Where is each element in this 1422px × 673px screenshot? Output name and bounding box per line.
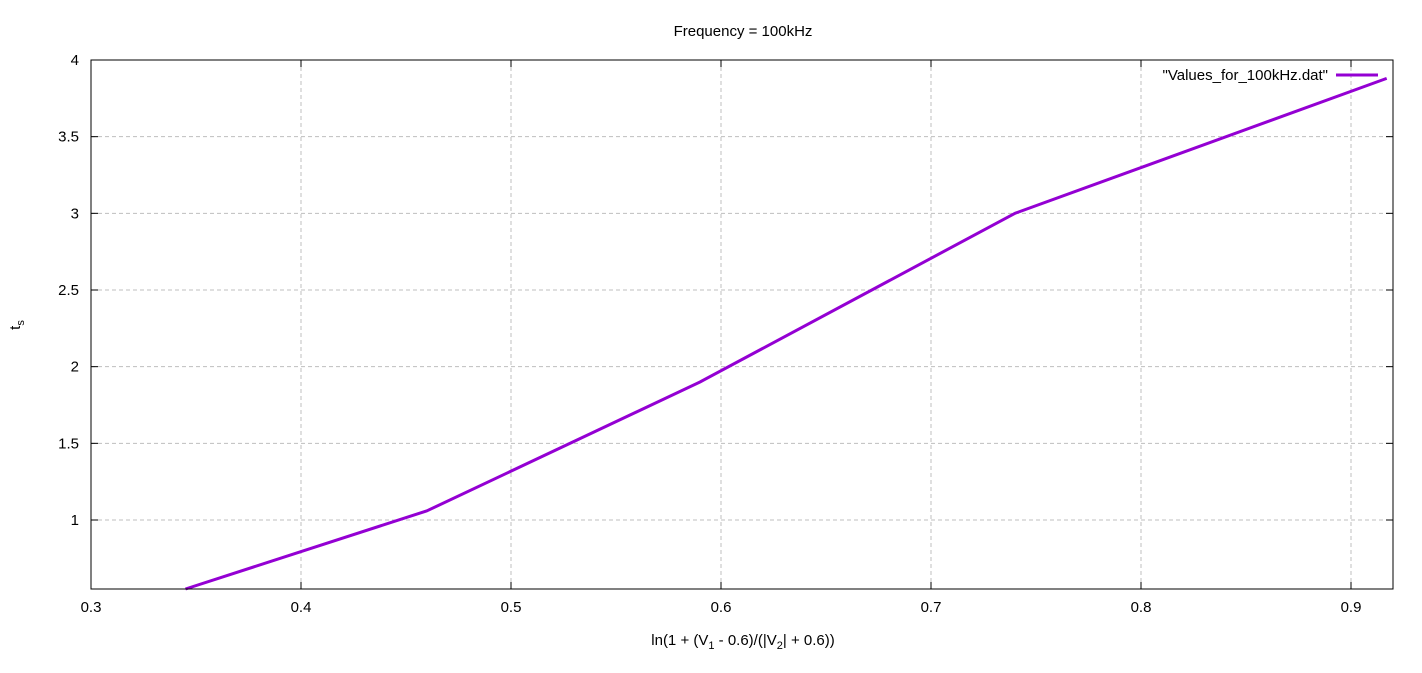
x-tick-label: 0.4 [291,599,312,616]
y-tick-label: 3 [71,205,79,222]
legend-entry-label: "Values_for_100kHz.dat" [1163,67,1328,84]
x-axis-label-suffix: | + 0.6)) [783,632,835,649]
y-axis-label-main: t [7,325,24,330]
x-axis-label-prefix: ln(1 + (V [651,632,708,649]
x-tick-label: 0.9 [1341,599,1362,616]
y-tick-label: 1 [71,512,79,529]
x-tick-label: 0.5 [501,599,522,616]
y-tick-labels: 1 1.5 2 2.5 3 3.5 4 [58,52,79,529]
chart-title: Frequency = 100kHz [674,23,813,40]
x-tick-label: 0.7 [921,599,942,616]
series-lines [185,76,1388,591]
x-tick-labels: 0.3 0.4 0.5 0.6 0.7 0.8 0.9 [81,599,1362,616]
legend: "Values_for_100kHz.dat" [1163,67,1378,84]
y-axis-label-subscript: s [15,320,27,326]
x-axis-label-subscript-2: 2 [777,640,783,652]
x-axis-label-middle: - 0.6)/(|V [715,632,777,649]
tick-marks [90,59,1393,589]
y-tick-label: 2 [71,359,79,376]
y-axis-label: ts [7,320,27,330]
grid-lines [91,60,1393,589]
x-axis-label: ln(1 + (V1 - 0.6)/(|V2| + 0.6)) [651,632,834,652]
y-tick-label: 3.5 [58,129,79,146]
x-tick-label: 0.6 [711,599,732,616]
y-tick-label: 1.5 [58,435,79,452]
y-tick-label: 2.5 [58,282,79,299]
y-tick-label: 4 [71,52,79,69]
plot-border [90,59,1394,590]
x-tick-label: 0.8 [1131,599,1152,616]
series-line-0 [185,76,1388,591]
x-tick-label: 0.3 [81,599,102,616]
x-axis-label-subscript-1: 1 [708,640,714,652]
